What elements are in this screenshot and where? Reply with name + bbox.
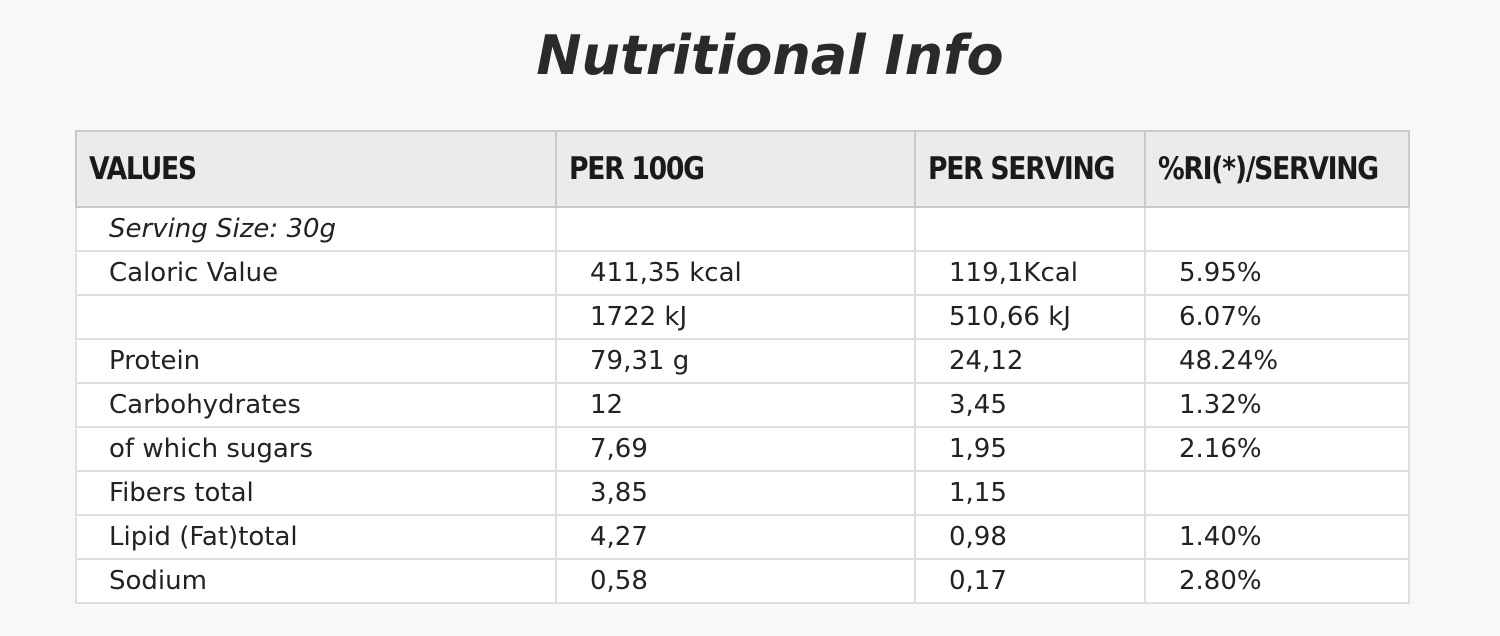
per-100g-cell: 12 (555, 382, 916, 428)
per-serving-cell: 510,66 kJ (914, 294, 1146, 340)
per-serving-cell: 0,17 (914, 558, 1146, 604)
table-row: of which sugars 7,69 1,95 2.16% (75, 426, 1410, 472)
row-label (75, 294, 557, 340)
row-label: Carbohydrates (75, 382, 557, 428)
header-values-label: VALUES (89, 151, 197, 187)
row-label: Lipid (Fat)total (75, 514, 557, 560)
row-label: Fibers total (75, 470, 557, 516)
per-100g-cell: 4,27 (555, 514, 916, 560)
ri-cell: 2.16% (1144, 426, 1410, 472)
per-100g-cell (555, 206, 916, 252)
per-100g-cell: 1722 kJ (555, 294, 916, 340)
per-serving-cell: 1,15 (914, 470, 1146, 516)
ri-cell: 2.80% (1144, 558, 1410, 604)
ri-cell: 1.40% (1144, 514, 1410, 560)
ri-cell: 1.32% (1144, 382, 1410, 428)
ri-cell (1144, 470, 1410, 516)
table-header-row: VALUES PER 100G PER SERVING %RI(*)/SERVI… (75, 130, 1410, 208)
row-label: Serving Size: 30g (75, 206, 557, 252)
header-per-100g: PER 100G (555, 130, 916, 208)
ri-cell: 48.24% (1144, 338, 1410, 384)
per-serving-cell: 1,95 (914, 426, 1146, 472)
table-row: Carbohydrates 12 3,45 1.32% (75, 382, 1410, 428)
row-label: Sodium (75, 558, 557, 604)
row-label: of which sugars (75, 426, 557, 472)
per-serving-cell: 0,98 (914, 514, 1146, 560)
per-serving-cell: 24,12 (914, 338, 1146, 384)
header-ri-serving: %RI(*)/SERVING (1144, 130, 1410, 208)
ri-cell (1144, 206, 1410, 252)
nutrition-table: VALUES PER 100G PER SERVING %RI(*)/SERVI… (75, 130, 1410, 604)
per-100g-cell: 411,35 kcal (555, 250, 916, 296)
table-row: Serving Size: 30g (75, 206, 1410, 252)
per-100g-cell: 3,85 (555, 470, 916, 516)
per-serving-cell: 3,45 (914, 382, 1146, 428)
table-row: Lipid (Fat)total 4,27 0,98 1.40% (75, 514, 1410, 560)
table-row: 1722 kJ 510,66 kJ 6.07% (75, 294, 1410, 340)
header-values: VALUES (75, 130, 557, 208)
row-label: Caloric Value (75, 250, 557, 296)
table-row: Protein 79,31 g 24,12 48.24% (75, 338, 1410, 384)
table-row: Sodium 0,58 0,17 2.80% (75, 558, 1410, 604)
ri-cell: 5.95% (1144, 250, 1410, 296)
header-per-100g-label: PER 100G (569, 151, 705, 187)
per-100g-cell: 0,58 (555, 558, 916, 604)
header-per-serving-label: PER SERVING (928, 151, 1115, 187)
header-per-serving: PER SERVING (914, 130, 1146, 208)
page-title: Nutritional Info (536, 24, 1004, 87)
per-100g-cell: 7,69 (555, 426, 916, 472)
per-serving-cell (914, 206, 1146, 252)
table-row: Caloric Value 411,35 kcal 119,1Kcal 5.95… (75, 250, 1410, 296)
per-100g-cell: 79,31 g (555, 338, 916, 384)
table-row: Fibers total 3,85 1,15 (75, 470, 1410, 516)
per-serving-cell: 119,1Kcal (914, 250, 1146, 296)
row-label: Protein (75, 338, 557, 384)
header-ri-serving-label: %RI(*)/SERVING (1158, 151, 1379, 187)
ri-cell: 6.07% (1144, 294, 1410, 340)
